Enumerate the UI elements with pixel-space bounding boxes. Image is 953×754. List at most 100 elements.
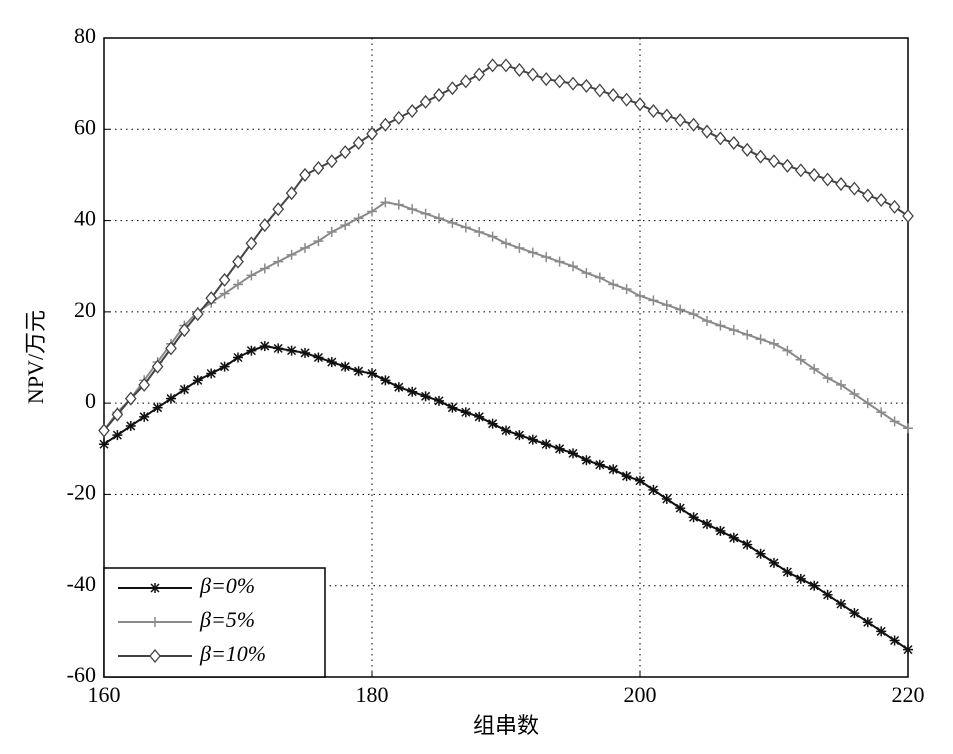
data-point: [272, 202, 285, 217]
data-point: [99, 439, 109, 450]
marker-shape: [674, 113, 687, 128]
data-point: [152, 402, 163, 413]
data-point: [367, 368, 377, 379]
marker-shape: [380, 375, 390, 385]
data-point: [259, 341, 270, 352]
y-tick-label: 0: [85, 388, 96, 413]
data-point: [340, 220, 351, 231]
y-tick-label: -20: [67, 479, 96, 504]
marker-shape: [193, 375, 203, 385]
data-point: [594, 459, 605, 470]
data-point: [473, 67, 486, 82]
marker-shape: [514, 430, 524, 440]
marker-shape: [150, 583, 160, 593]
marker-shape: [622, 471, 632, 481]
data-point: [420, 208, 431, 219]
marker-shape: [149, 648, 161, 664]
data-point: [487, 418, 498, 429]
legend-label: β=0%: [199, 573, 255, 598]
marker-shape: [526, 67, 539, 82]
legend-marker: [149, 648, 161, 664]
data-point: [447, 402, 458, 413]
marker-shape: [232, 254, 244, 269]
marker-shape: [555, 444, 565, 454]
marker-shape: [727, 135, 740, 150]
marker-shape: [500, 58, 512, 73]
data-point: [782, 567, 793, 578]
data-point: [849, 608, 860, 619]
data-point: [715, 320, 726, 331]
data-point: [460, 222, 471, 233]
marker-shape: [875, 193, 888, 208]
data-point: [246, 345, 257, 356]
data-point: [688, 512, 699, 523]
data-point: [191, 307, 204, 322]
data-point: [781, 158, 794, 173]
data-point: [741, 142, 754, 157]
data-point: [300, 242, 310, 253]
x-axis-label: 组串数: [473, 713, 539, 738]
data-point: [755, 548, 766, 559]
data-point: [554, 256, 565, 267]
data-point: [675, 503, 686, 514]
data-point: [407, 204, 418, 215]
y-tick-label: -40: [67, 571, 96, 596]
marker-shape: [166, 394, 176, 404]
marker-shape: [781, 158, 794, 173]
data-point: [138, 377, 151, 392]
marker-shape: [849, 608, 859, 618]
marker-shape: [660, 108, 673, 123]
marker-shape: [287, 346, 297, 356]
marker-shape: [165, 341, 177, 356]
data-point: [460, 407, 471, 418]
marker-shape: [366, 126, 378, 141]
data-point: [635, 290, 645, 301]
marker-shape: [796, 574, 806, 584]
marker-shape: [754, 149, 767, 164]
marker-shape: [206, 368, 216, 379]
data-point: [313, 352, 324, 363]
data-point: [849, 389, 860, 400]
data-point: [808, 167, 821, 182]
data-point: [233, 279, 243, 290]
data-point: [300, 347, 310, 358]
data-point: [715, 525, 726, 536]
data-point: [608, 464, 619, 475]
data-point: [661, 300, 672, 311]
data-point: [340, 361, 351, 372]
data-point: [219, 288, 230, 299]
data-point: [367, 206, 377, 217]
marker-shape: [461, 407, 471, 417]
data-point: [258, 218, 271, 233]
data-point: [755, 334, 766, 345]
marker-shape: [662, 494, 672, 504]
data-point: [714, 131, 727, 146]
data-point: [635, 475, 645, 486]
data-point: [728, 325, 739, 336]
marker-shape: [741, 142, 754, 157]
data-point: [513, 62, 526, 77]
data-point: [125, 420, 136, 431]
data-point: [809, 363, 820, 374]
marker-shape: [98, 423, 110, 438]
data-point: [205, 291, 218, 306]
data-point: [514, 242, 525, 253]
data-point: [660, 108, 673, 123]
marker-shape: [178, 323, 191, 338]
data-point: [876, 407, 887, 418]
data-point: [769, 338, 779, 349]
marker-shape: [528, 435, 538, 445]
marker-shape: [647, 104, 660, 119]
data-point: [648, 295, 659, 306]
marker-shape: [434, 396, 444, 406]
data-point: [836, 379, 846, 390]
data-point: [620, 92, 633, 107]
data-point: [769, 557, 779, 568]
data-point: [701, 124, 713, 139]
marker-shape: [379, 117, 392, 132]
data-point: [554, 443, 565, 454]
data-point: [407, 386, 418, 397]
data-point: [312, 161, 325, 176]
data-point: [742, 329, 753, 340]
data-point: [727, 135, 740, 150]
